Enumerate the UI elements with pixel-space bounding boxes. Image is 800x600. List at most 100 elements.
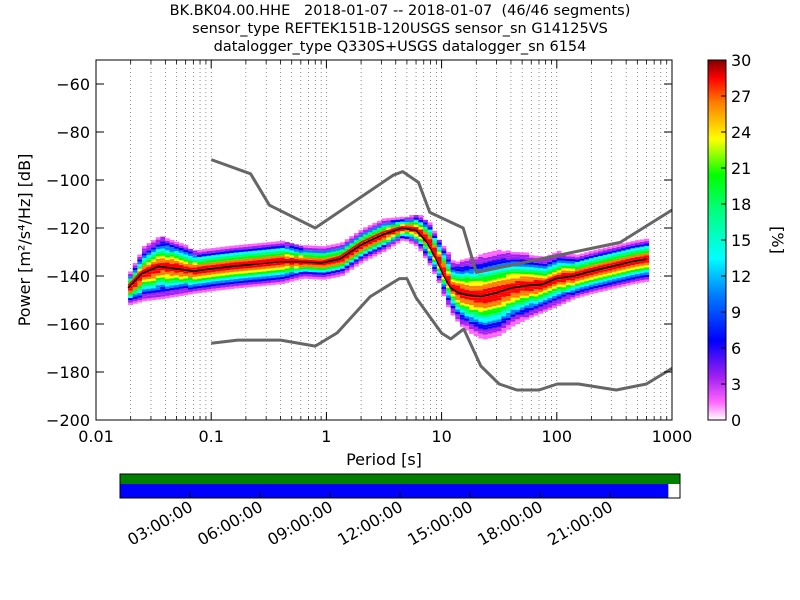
histogram-cell xyxy=(570,266,576,269)
histogram-cell xyxy=(238,266,244,269)
histogram-cell xyxy=(459,317,465,320)
histogram-cell xyxy=(399,221,405,224)
histogram-cell xyxy=(307,247,313,251)
histogram-cell xyxy=(321,262,327,266)
histogram-cell xyxy=(335,262,341,266)
histogram-cell xyxy=(538,275,544,278)
histogram-cell xyxy=(376,225,382,228)
histogram-cell xyxy=(432,249,438,253)
histogram-cell xyxy=(561,263,567,266)
histogram-cell xyxy=(459,281,465,284)
histogram-cell xyxy=(533,279,539,283)
histogram-cell xyxy=(515,314,521,317)
histogram-cell xyxy=(427,258,433,261)
histogram-cell xyxy=(621,279,627,282)
histogram-cell xyxy=(252,260,258,263)
histogram-cell xyxy=(469,309,475,313)
histogram-cell xyxy=(326,274,332,277)
histogram-cell xyxy=(270,258,276,261)
histogram-cell xyxy=(469,331,475,334)
histogram-cell xyxy=(519,257,525,260)
histogram-cell xyxy=(432,230,438,234)
histogram-cell xyxy=(611,286,617,289)
histogram-cell xyxy=(575,290,580,294)
histogram-cell xyxy=(547,285,553,289)
histogram-cell xyxy=(252,265,258,268)
histogram-cell xyxy=(556,262,562,266)
histogram-cell xyxy=(312,272,318,275)
histogram-cell xyxy=(386,232,392,235)
histogram-cell xyxy=(529,274,534,277)
histogram-cell xyxy=(261,278,267,282)
histogram-cell xyxy=(455,266,461,269)
histogram-cell xyxy=(542,278,548,281)
histogram-cell xyxy=(450,262,456,266)
histogram-cell xyxy=(427,241,433,244)
histogram-cell xyxy=(399,219,405,222)
histogram-cell xyxy=(261,264,267,267)
histogram-cell xyxy=(340,251,345,255)
histogram-cell xyxy=(132,270,138,273)
histogram-cell xyxy=(529,279,534,282)
histogram-cell xyxy=(482,279,488,282)
histogram-cell xyxy=(358,249,364,252)
histogram-cell xyxy=(234,247,240,251)
histogram-cell xyxy=(570,275,576,279)
histogram-cell xyxy=(386,225,392,228)
histogram-cell xyxy=(399,233,405,236)
histogram-cell xyxy=(598,260,604,264)
histogram-cell xyxy=(372,254,378,257)
histogram-cell xyxy=(413,236,419,240)
histogram-cell xyxy=(556,294,562,297)
histogram-cell xyxy=(307,262,313,265)
histogram-cell xyxy=(446,266,451,269)
histogram-cell xyxy=(395,222,401,225)
histogram-cell xyxy=(593,281,599,284)
histogram-cell xyxy=(529,307,534,311)
histogram-cell xyxy=(243,270,249,274)
histogram-cell xyxy=(399,223,405,227)
histogram-cell xyxy=(510,254,516,257)
histogram-cell xyxy=(372,239,378,243)
histogram-cell xyxy=(501,328,507,331)
histogram-cell xyxy=(289,245,295,249)
histogram-cell xyxy=(404,222,410,225)
histogram-cell xyxy=(247,253,253,256)
histogram-cell xyxy=(455,273,461,276)
histogram-cell xyxy=(575,295,580,298)
colorbar-tick-label: 27 xyxy=(731,87,751,106)
histogram-cell xyxy=(303,249,309,253)
histogram-cell xyxy=(515,273,521,277)
histogram-cell xyxy=(446,271,451,274)
histogram-cell xyxy=(524,271,530,275)
histogram-cell xyxy=(519,300,525,303)
histogram-cell xyxy=(579,267,585,271)
histogram-cell xyxy=(164,269,170,272)
histogram-cell xyxy=(353,235,359,238)
histogram-cell xyxy=(270,282,276,285)
histogram-cell xyxy=(395,217,401,220)
histogram-cell xyxy=(197,249,203,253)
histogram-cell xyxy=(427,263,433,266)
histogram-cell xyxy=(224,258,230,261)
histogram-cell xyxy=(515,297,521,301)
histogram-cell xyxy=(298,248,304,251)
histogram-cell xyxy=(607,287,613,290)
histogram-cell xyxy=(188,256,193,259)
histogram-cell xyxy=(616,275,622,278)
histogram-cell xyxy=(473,288,479,291)
y-tick-label: −80 xyxy=(56,123,90,142)
histogram-cell xyxy=(570,258,576,262)
histogram-cell xyxy=(151,254,157,257)
x-axis: 0.01 0.1 1 10 100 1000 xyxy=(78,60,692,446)
histogram-cell xyxy=(317,245,322,249)
histogram-cell xyxy=(450,260,456,263)
histogram-cell xyxy=(496,278,502,281)
histogram-cell xyxy=(644,241,650,244)
histogram-cell xyxy=(266,251,272,255)
histogram-cell xyxy=(616,265,622,269)
histogram-cell xyxy=(307,269,313,272)
histogram-cell xyxy=(423,246,428,249)
histogram-cell xyxy=(538,296,544,300)
histogram-cell xyxy=(252,284,258,287)
